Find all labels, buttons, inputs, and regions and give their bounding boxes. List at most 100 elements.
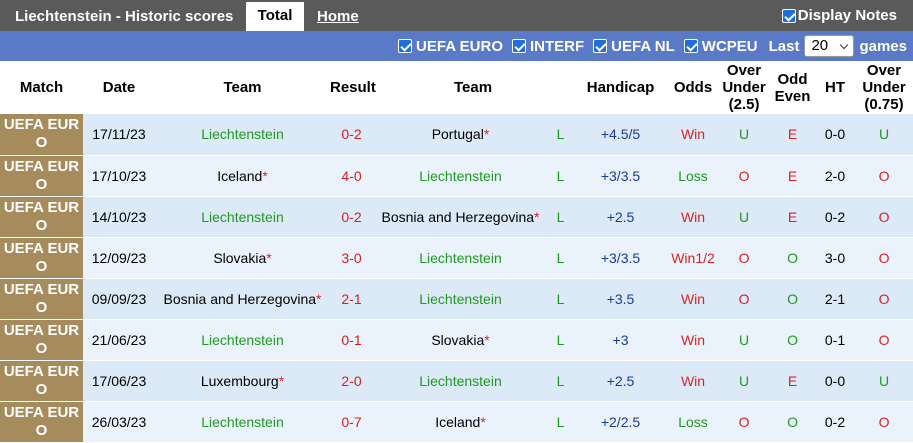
odds: Win — [668, 278, 719, 320]
competition: UEFA EURO — [0, 155, 83, 197]
column-header: HT — [825, 79, 846, 96]
odds: Win1/2 — [668, 237, 719, 279]
score: 4-0 — [330, 155, 373, 197]
handicap: +3.5 — [573, 278, 669, 320]
tab[interactable]: Total — [246, 2, 304, 31]
away-team: Bosnia and Herzegovina* — [373, 196, 548, 238]
display-notes[interactable]: Display Notes — [781, 7, 897, 24]
competition: UEFA EURO — [0, 114, 83, 156]
top-bar: Liechtenstein - Historic scores Total Ho… — [0, 0, 913, 31]
checkbox[interactable] — [398, 39, 413, 53]
home-team: Slovakia* — [155, 237, 330, 279]
team-name: Iceland — [435, 413, 481, 430]
oe: O — [770, 401, 816, 443]
match-row: UEFA EURO 14/10/23 Liechtenstein 0-2 Bosnia … — [0, 196, 913, 238]
filter-bar: UEFA EURO INTERF UEFA NL WCPEU Last 20 games — [0, 31, 913, 61]
score: 0-1 — [330, 319, 373, 361]
win-loss: L — [548, 278, 574, 320]
handicap: +2.5 — [573, 360, 669, 402]
select[interactable]: 20 — [804, 35, 855, 57]
date: 09/09/23 — [83, 278, 155, 320]
home-team: Iceland* — [155, 155, 330, 197]
note-mark: * — [278, 372, 285, 389]
date: 26/03/23 — [83, 401, 155, 443]
ou2: O — [855, 401, 913, 443]
team-name: Liechtenstein — [201, 413, 284, 430]
checkbox[interactable] — [593, 39, 608, 53]
column-header: Over Under (0.75) — [862, 62, 906, 113]
ou: U — [718, 196, 771, 238]
date: 17/11/23 — [83, 114, 155, 156]
score: 0-7 — [330, 401, 373, 443]
date: 21/06/23 — [83, 319, 155, 361]
score: 0-2 — [330, 196, 373, 238]
ou: U — [718, 360, 771, 402]
ht: 2-0 — [815, 155, 856, 197]
note-mark: * — [534, 208, 540, 225]
header-row: Match Date Team Result Team Handicap Odds Over … — [0, 61, 913, 114]
oe: O — [770, 319, 816, 361]
oe: O — [770, 278, 816, 320]
handicap: +3 — [573, 319, 669, 361]
ht: 0-2 — [815, 401, 856, 443]
away-team: Portugal* — [373, 114, 548, 156]
label: UEFA NL — [611, 37, 675, 55]
home-team: Liechtenstein — [155, 196, 330, 238]
column-header: Odd Even — [774, 70, 811, 105]
team-name: Liechtenstein — [201, 208, 284, 225]
note-mark: * — [316, 290, 322, 307]
competition-filter[interactable]: WCPEU — [683, 38, 758, 55]
away-team: Liechtenstein — [373, 155, 548, 197]
match-row: UEFA EURO 17/11/23 Liechtenstein 0-2 Portuga… — [0, 114, 913, 156]
ou2: O — [855, 237, 913, 279]
ht: 0-0 — [815, 114, 856, 156]
home-team: Liechtenstein — [155, 114, 330, 156]
score: 3-0 — [330, 237, 373, 279]
match-row: UEFA EURO 17/06/23 Luxembourg* 2-0 Liechtens… — [0, 360, 913, 402]
score: 2-0 — [330, 360, 373, 402]
ou: O — [718, 155, 771, 197]
away-team: Liechtenstein — [373, 360, 548, 402]
label: INTERF — [529, 37, 585, 55]
ou2: O — [855, 155, 913, 197]
ou2: U — [855, 360, 913, 402]
handicap: +2/2.5 — [573, 401, 669, 443]
ht: 0-2 — [815, 196, 856, 238]
match-row: UEFA EURO 17/10/23 Iceland* 4-0 Liechtenstei… — [0, 155, 913, 197]
home-team: Luxembourg* — [155, 360, 330, 402]
ou: U — [718, 319, 771, 361]
column-header: Handicap — [586, 79, 655, 96]
competition-filter[interactable]: UEFA NL — [593, 38, 675, 55]
ou2: U — [855, 114, 913, 156]
win-loss: L — [548, 196, 574, 238]
competition-filter[interactable]: UEFA EURO — [398, 38, 503, 55]
ou: O — [718, 401, 771, 443]
team-name: Liechtenstein — [201, 331, 284, 348]
handicap: +4.5/5 — [573, 114, 669, 156]
competition: UEFA EURO — [0, 278, 83, 320]
ou2: O — [855, 196, 913, 238]
column-header: Team — [223, 79, 262, 96]
ht: 2-1 — [815, 278, 856, 320]
score: 0-2 — [330, 114, 373, 156]
label: UEFA EURO — [416, 37, 503, 55]
note-mark: * — [484, 331, 490, 348]
ou2: O — [855, 319, 913, 361]
odds: Loss — [668, 401, 719, 443]
handicap: +3/3.5 — [573, 155, 669, 197]
team-name: Portugal — [431, 126, 484, 143]
competition: UEFA EURO — [0, 360, 83, 402]
column-header: Date — [102, 79, 136, 96]
label: Last — [768, 37, 800, 55]
column-header: Match — [19, 79, 64, 96]
checkbox[interactable] — [511, 39, 526, 53]
away-team: Iceland* — [373, 401, 548, 443]
score: 2-1 — [330, 278, 373, 320]
competition-filter[interactable]: INTERF — [511, 37, 585, 55]
tab[interactable]: Home — [317, 8, 359, 25]
oe: E — [770, 196, 816, 238]
win-loss: L — [548, 237, 574, 279]
oe: E — [770, 360, 816, 402]
checkbox[interactable] — [683, 39, 698, 53]
